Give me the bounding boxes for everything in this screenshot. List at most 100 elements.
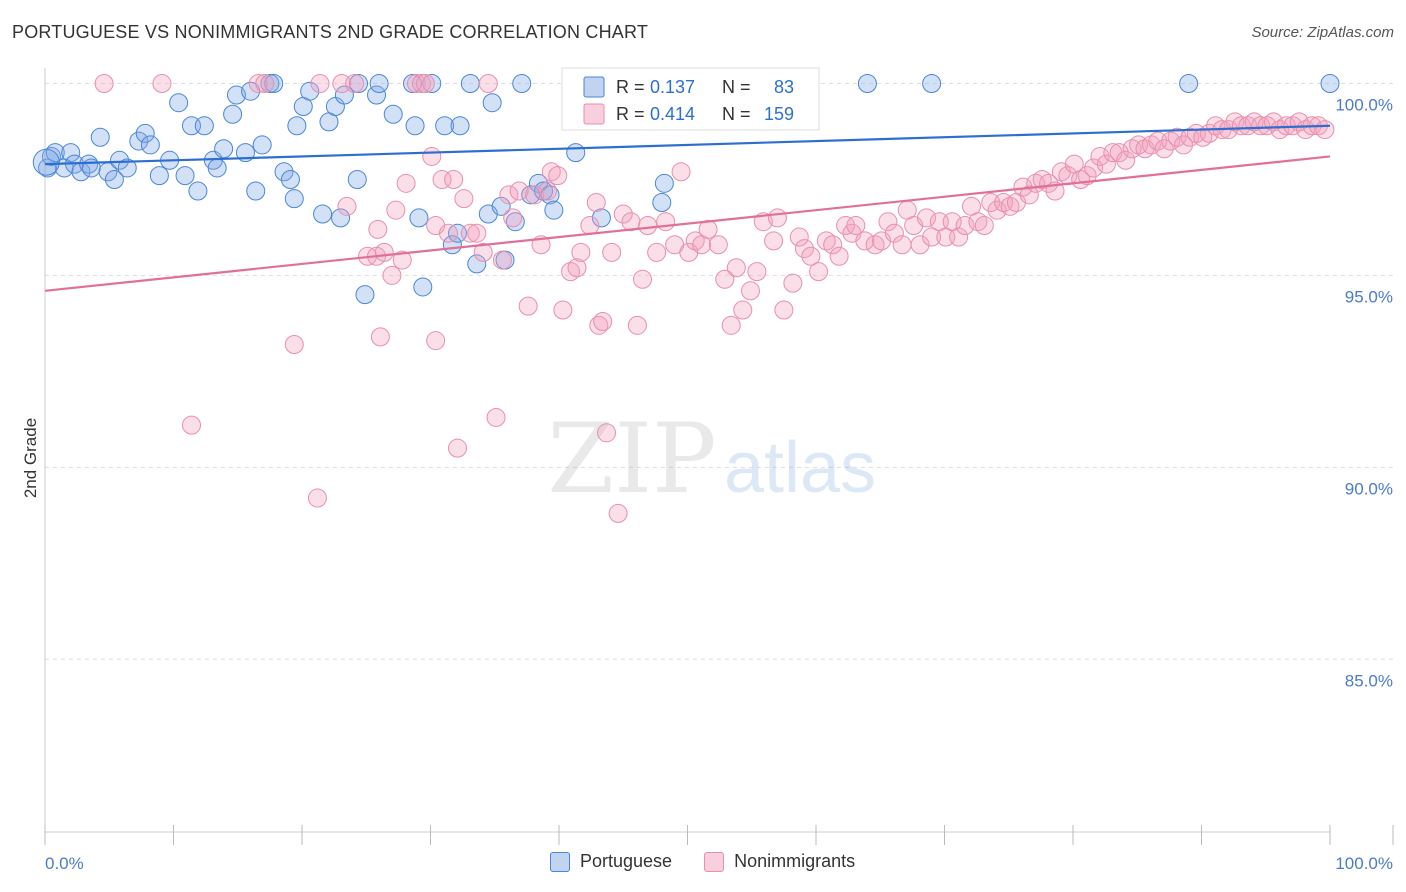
point-nonimmigrants <box>846 216 866 236</box>
point-nonimmigrants <box>1109 143 1129 163</box>
y-tick-label: 95.0% <box>1345 287 1393 306</box>
legend-n-value: 83 <box>774 77 794 97</box>
point-nonimmigrants <box>368 219 388 239</box>
point-nonimmigrants <box>1084 158 1104 178</box>
watermark-atlas: atlas <box>724 428 876 508</box>
point-nonimmigrants <box>447 438 467 458</box>
point-nonimmigrants <box>638 216 658 236</box>
point-nonimmigrants <box>823 235 843 255</box>
x-tick-labels: 0.0% 100.0% <box>45 854 1393 873</box>
point-nonimmigrants <box>473 242 493 262</box>
point-nonimmigrants <box>627 315 647 335</box>
point-nonimmigrants <box>548 166 568 186</box>
point-portuguese <box>90 127 110 147</box>
point-nonimmigrants <box>467 223 487 243</box>
point-nonimmigrants <box>454 189 474 209</box>
point-nonimmigrants <box>715 269 735 289</box>
point-portuguese <box>491 196 511 216</box>
trend-lines <box>44 124 1331 292</box>
point-nonimmigrants <box>593 311 613 331</box>
data-points <box>32 74 1340 523</box>
point-nonimmigrants <box>878 212 898 232</box>
point-portuguese <box>175 166 195 186</box>
watermark-zip: ZIP <box>547 403 716 515</box>
point-nonimmigrants <box>432 169 452 189</box>
point-nonimmigrants <box>721 315 741 335</box>
point-nonimmigrants <box>337 196 357 216</box>
point-nonimmigrants <box>571 242 591 262</box>
point-nonimmigrants <box>608 503 628 523</box>
point-nonimmigrants <box>783 273 803 293</box>
point-portuguese <box>274 162 294 182</box>
point-portuguese <box>413 277 433 297</box>
point-nonimmigrants <box>509 181 529 201</box>
point-portuguese <box>149 166 169 186</box>
point-nonimmigrants <box>789 227 809 247</box>
point-nonimmigrants <box>1090 146 1110 166</box>
point-portuguese <box>110 150 130 170</box>
point-nonimmigrants <box>478 74 498 94</box>
source-label: Source: ZipAtlas.com <box>1251 24 1394 41</box>
point-portuguese <box>287 116 307 136</box>
legend-r-label: R = <box>616 104 645 124</box>
legend-label-nonimmigrants: Nonimmigrants <box>734 851 856 871</box>
point-nonimmigrants <box>422 146 442 166</box>
point-portuguese <box>246 181 266 201</box>
point-portuguese <box>1320 74 1340 94</box>
point-portuguese <box>409 208 429 228</box>
point-portuguese <box>223 104 243 124</box>
point-nonimmigrants <box>499 185 519 205</box>
point-nonimmigrants <box>1096 154 1116 174</box>
point-portuguese <box>652 193 672 213</box>
point-portuguese <box>207 158 227 178</box>
point-nonimmigrants <box>656 212 676 232</box>
point-nonimmigrants <box>392 250 412 270</box>
point-portuguese <box>369 74 389 94</box>
legend-item-nonimmigrants: Nonimmigrants <box>704 851 855 872</box>
point-nonimmigrants <box>774 300 794 320</box>
point-portuguese <box>41 146 61 166</box>
point-nonimmigrants <box>1251 116 1271 136</box>
point-nonimmigrants <box>922 227 942 247</box>
point-portuguese <box>32 148 60 176</box>
point-portuguese <box>367 85 387 105</box>
y-tick-label: 85.0% <box>1345 671 1393 690</box>
point-portuguese <box>857 74 877 94</box>
point-portuguese <box>169 93 189 113</box>
point-portuguese <box>347 169 367 189</box>
point-nonimmigrants <box>370 327 390 347</box>
point-nonimmigrants <box>855 231 875 251</box>
point-portuguese <box>435 116 455 136</box>
point-nonimmigrants <box>794 239 814 259</box>
point-nonimmigrants <box>974 216 994 236</box>
point-nonimmigrants <box>94 74 114 94</box>
point-nonimmigrants <box>284 335 304 355</box>
point-nonimmigrants <box>415 74 435 94</box>
point-portuguese <box>214 139 234 159</box>
point-nonimmigrants <box>917 208 937 228</box>
point-nonimmigrants <box>597 423 617 443</box>
point-nonimmigrants <box>537 181 557 201</box>
point-nonimmigrants <box>1231 116 1251 136</box>
point-nonimmigrants <box>518 296 538 316</box>
point-nonimmigrants <box>767 208 787 228</box>
point-nonimmigrants <box>438 223 458 243</box>
point-portuguese <box>284 189 304 209</box>
point-nonimmigrants <box>382 265 402 285</box>
point-nonimmigrants <box>602 242 622 262</box>
y-tick-label: 90.0% <box>1345 479 1393 498</box>
x-tick-label: 100.0% <box>1335 854 1393 873</box>
point-portuguese <box>544 200 564 220</box>
point-nonimmigrants <box>589 315 609 335</box>
legend-n-value: 159 <box>764 104 794 124</box>
legend-n-label: N = <box>722 77 751 97</box>
point-portuguese <box>467 254 487 274</box>
point-nonimmigrants <box>374 242 394 262</box>
point-nonimmigrants <box>633 269 653 289</box>
legend-swatch-blue <box>550 851 570 872</box>
trend-line-nonimmigrants <box>44 155 1331 292</box>
point-portuguese <box>355 285 375 305</box>
point-nonimmigrants <box>829 246 849 266</box>
point-portuguese <box>129 131 149 151</box>
point-portuguese <box>450 116 470 136</box>
